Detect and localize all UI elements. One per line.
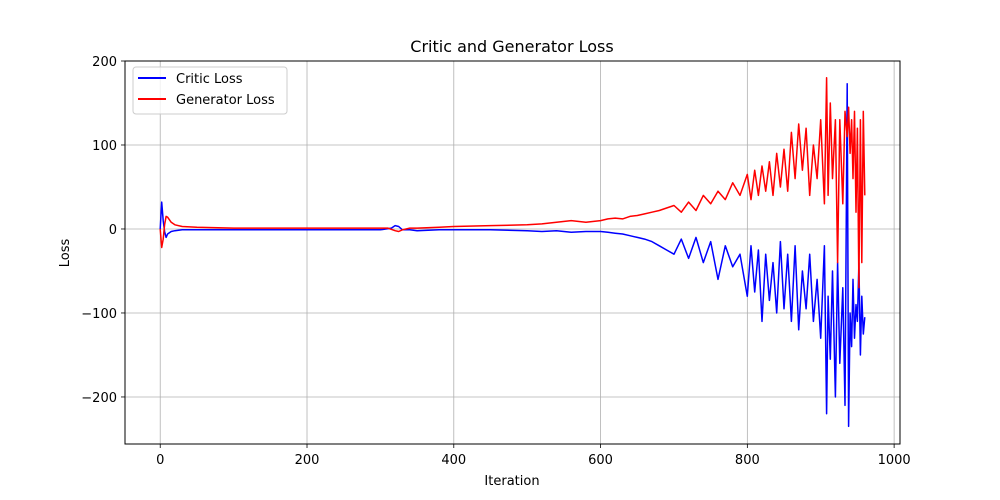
ticks: 0 200 400 600 800 1000 −200 −100 0 100 200: [81, 55, 910, 468]
plot-frame: [124, 60, 901, 445]
legend: Critic Loss Generator Loss: [132, 66, 288, 115]
series-layer: [159, 77, 866, 428]
y-axis-label: Loss: [58, 239, 73, 268]
legend-box: [132, 66, 288, 115]
y-tick-label: 100: [92, 139, 117, 154]
x-axis-label: Iteration: [484, 474, 539, 489]
grid: [125, 60, 900, 444]
series-line-critic-loss: [159, 82, 866, 428]
x-tick-label: 600: [588, 453, 613, 468]
y-tick-label: 0: [109, 223, 117, 238]
y-tick-label: −200: [81, 391, 117, 406]
y-tick-label: 200: [92, 55, 117, 70]
x-tick-label: 1000: [878, 453, 911, 468]
x-tick-label: 200: [295, 453, 320, 468]
x-tick-label: 800: [735, 453, 760, 468]
x-tick-label: 0: [156, 453, 164, 468]
x-tick-label: 400: [441, 453, 466, 468]
y-tick-label: −100: [81, 307, 117, 322]
legend-label-critic: Critic Loss: [176, 72, 243, 87]
series-line-generator-loss: [159, 77, 866, 289]
legend-label-generator: Generator Loss: [176, 93, 275, 108]
chart-title: Critic and Generator Loss: [410, 37, 613, 56]
